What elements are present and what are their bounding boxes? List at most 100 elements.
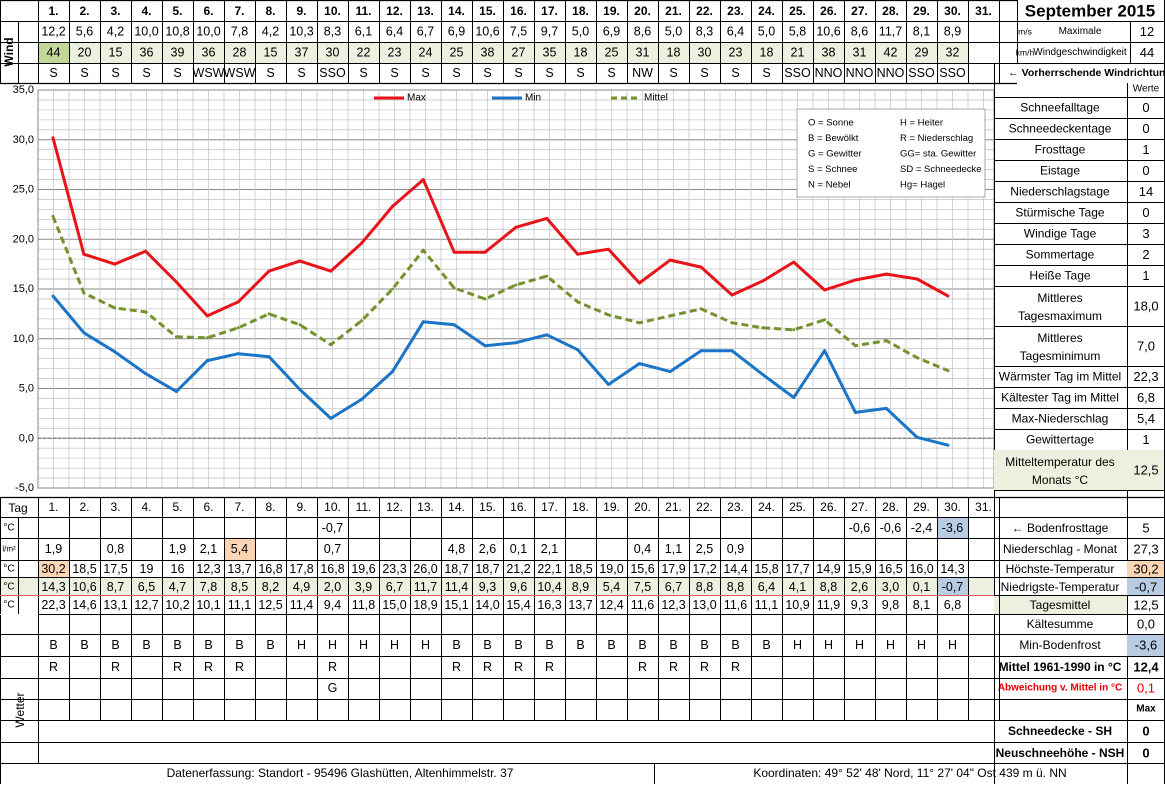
wind-ms-value: 6,9: [448, 25, 465, 39]
weather-code: R: [173, 660, 182, 674]
weather-code: R: [204, 660, 213, 674]
min-temp-value: 7,8: [200, 580, 217, 594]
bottom-day-number: 16.: [510, 500, 527, 514]
min-temp-value: 6,4: [758, 580, 775, 594]
summary-value: 0: [1142, 163, 1149, 178]
data-point-mittel: [174, 335, 178, 339]
summary-value: 3: [1142, 226, 1149, 241]
min-temp-value: 8,2: [262, 580, 279, 594]
max-temp-value: 18,7: [444, 562, 468, 576]
wind-ms-value: 10,0: [196, 25, 220, 39]
data-point-min: [174, 390, 178, 393]
min-temp-value: 3,0: [882, 580, 899, 594]
min-temp-value: 3,9: [355, 580, 372, 594]
top-day-number: 17.: [541, 4, 558, 18]
summary-row-value: -0,7: [1135, 580, 1157, 595]
mean-temp-value: 11,4: [290, 598, 313, 612]
max-temp-value: 15,8: [754, 562, 778, 576]
data-point-mittel: [236, 326, 240, 330]
data-point-mittel: [946, 369, 950, 373]
wind-direction-value: NW: [632, 66, 653, 80]
bottom-day-number: 23.: [727, 500, 744, 514]
y-tick-label: -5,0: [15, 482, 34, 494]
bottom-day-number: 10.: [324, 500, 341, 514]
max-temp-value: 17,2: [692, 562, 716, 576]
niederschlag-value: 0,8: [107, 542, 124, 556]
weather-code: R: [545, 660, 554, 674]
wind-direction-value: S: [607, 66, 615, 80]
data-point-mittel: [792, 328, 796, 332]
summary-value: 12,5: [1133, 463, 1158, 478]
mean-temp-value: 10,1: [196, 598, 220, 612]
bottom-day-number: 27.: [851, 500, 868, 514]
summary-value: 18,0: [1133, 299, 1158, 314]
wind-label: Wind: [2, 37, 16, 66]
weather-code: H: [824, 638, 833, 652]
wind-ms-value: 6,1: [355, 25, 372, 39]
data-point-min: [514, 341, 518, 345]
temperature-chart: 35,0 30,0 25,0 20,0 15,0 10,0 5,0 0,0 -5,0 Max Min…: [13, 84, 995, 494]
data-point-min: [792, 396, 796, 399]
data-point-mittel: [51, 214, 55, 218]
summary-label: Frosttage: [1035, 143, 1086, 157]
data-point-mittel: [761, 326, 765, 330]
data-point-max: [545, 216, 549, 220]
data-point-min: [545, 333, 549, 337]
summary-row-value: 0: [1142, 724, 1149, 739]
wind-ms-value: 5,0: [758, 25, 775, 39]
top-day-number: 4.: [141, 4, 151, 18]
data-point-mittel: [82, 291, 86, 295]
summary-value: 2: [1142, 247, 1149, 262]
data-point-max: [884, 272, 888, 276]
weather-code: B: [235, 638, 243, 652]
weather-code: R: [700, 660, 709, 674]
data-point-min: [946, 443, 950, 447]
wind-direction-value: S: [266, 66, 274, 80]
unit-c: °C: [3, 600, 14, 611]
summary-row-label: Mittel 1961-1990 in °C: [999, 660, 1122, 674]
niederschlag-value: 0,7: [324, 542, 341, 556]
bottom-day-number: 8.: [265, 500, 275, 514]
summary-label: Sommertage: [1026, 248, 1095, 262]
summary-label: Schneedeckentage: [1009, 122, 1112, 136]
wind-direction-value: S: [142, 66, 150, 80]
data-point-mittel: [360, 319, 364, 323]
wind-direction-value: SSO: [908, 66, 935, 80]
min-temp-summary-fill: [1127, 577, 1164, 595]
wind-direction-value: NNO: [877, 66, 905, 80]
weather-legend-item: Hg= Hagel: [900, 180, 945, 191]
max-temp-value: 14,3: [940, 562, 964, 576]
y-tick-label: 5,0: [19, 383, 34, 395]
wind-kmh-value: 18: [760, 46, 774, 60]
top-day-number: 29.: [913, 4, 930, 18]
weather-code: R: [669, 660, 678, 674]
max-wind-label-2: Windgeschwindigkeit: [1033, 47, 1127, 58]
data-point-max: [668, 258, 672, 262]
min-temp-value: -0,7: [942, 580, 964, 594]
mean-temp-value: 12,4: [599, 598, 623, 612]
summary-row-label: Min-Bodenfrost: [1019, 638, 1101, 652]
summary-row-label: Kältesumme: [1027, 617, 1094, 631]
wind-direction-value: S: [297, 66, 305, 80]
bottom-day-number: 12.: [386, 500, 403, 514]
top-day-number: 9.: [296, 4, 306, 18]
max-temp-value: 21,2: [506, 562, 530, 576]
data-point-mittel: [730, 321, 734, 325]
data-point-max: [113, 262, 117, 266]
data-point-max: [51, 136, 55, 140]
data-point-min: [267, 355, 271, 359]
min-temp-value: 10,6: [72, 580, 96, 594]
summary-value: 5,4: [1137, 411, 1155, 426]
wind-direction-value: S: [700, 66, 708, 80]
wind-ms-value: 12,2: [41, 25, 65, 39]
data-point-max: [329, 269, 333, 273]
summary-label: Mitteltemperatur des: [1005, 455, 1114, 469]
max-temp-value: 18,7: [475, 562, 499, 576]
max-temp-value: 17,7: [785, 562, 809, 576]
max-temp-value: 16,8: [258, 562, 282, 576]
y-tick-label: 20,0: [13, 233, 34, 245]
bottom-day-number: 4.: [141, 500, 151, 514]
weather-code: B: [142, 638, 150, 652]
wind-kmh-value: 18: [574, 46, 588, 60]
data-point-mittel: [823, 318, 827, 322]
